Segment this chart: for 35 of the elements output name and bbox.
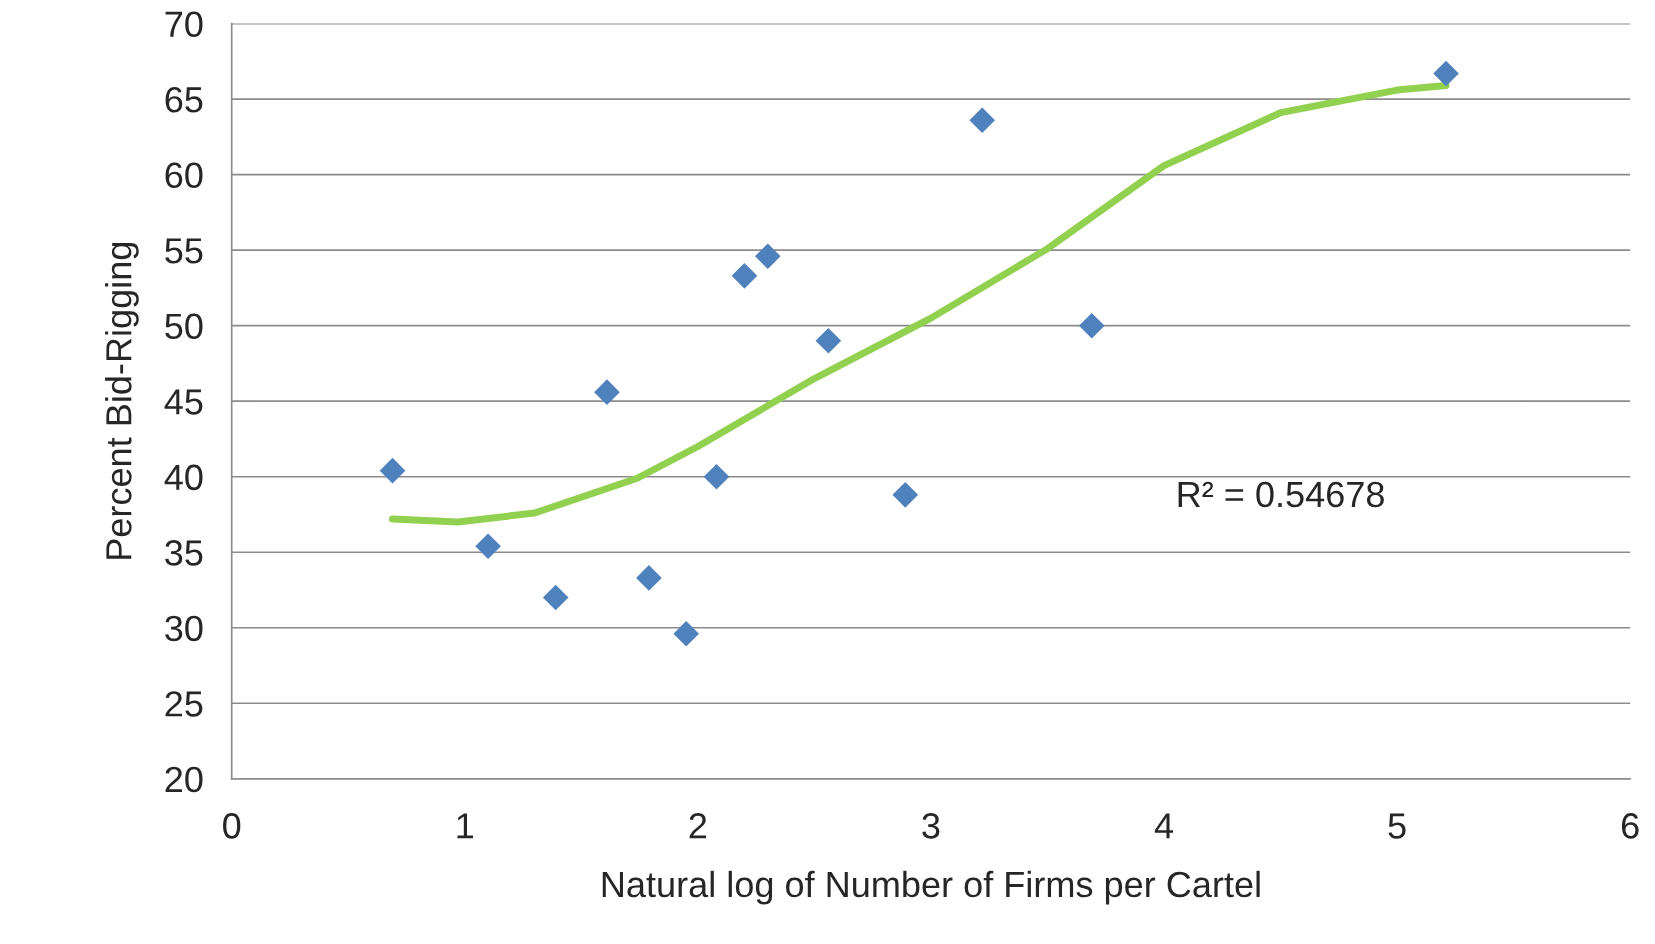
y-tick-label: 40	[164, 464, 203, 491]
point	[731, 263, 758, 289]
y-axis-title: Percent Bid-Rigging	[105, 242, 139, 559]
x-tick-label: 0	[223, 813, 241, 839]
x-tick-label: 5	[1388, 813, 1406, 839]
y-tick-label: 65	[165, 86, 203, 113]
point	[815, 327, 842, 354]
x-tick-label: 2	[689, 813, 707, 839]
y-tick-label: 45	[164, 389, 203, 415]
x-tick-label: 3	[922, 813, 940, 839]
y-tick-label: 70	[165, 11, 203, 38]
x-tick-label: 6	[1621, 813, 1639, 839]
y-tick-label: 25	[165, 691, 203, 717]
x-axis-title: Natural log of Number of Firms per Cartel	[602, 870, 1260, 905]
point	[636, 565, 662, 591]
y-tick-label: 20	[165, 766, 203, 793]
annotation: R² = 0.54678	[1178, 481, 1384, 508]
point	[379, 457, 406, 484]
y-tick-label: 60	[165, 162, 203, 189]
point	[475, 533, 501, 559]
y-tick-label: 30	[165, 615, 203, 642]
point	[892, 482, 919, 508]
point	[969, 107, 996, 134]
point	[594, 379, 620, 405]
x-tick-label: 4	[1154, 813, 1173, 839]
point	[542, 584, 569, 611]
point	[1078, 312, 1105, 339]
point	[673, 621, 700, 647]
x-tick-label: 1	[457, 813, 474, 839]
point	[703, 463, 730, 490]
point	[1433, 60, 1459, 87]
y-tick-label: 50	[165, 313, 203, 340]
y-tick-label: 55	[165, 238, 203, 264]
point	[754, 243, 781, 270]
y-tick-label: 35	[165, 540, 203, 566]
